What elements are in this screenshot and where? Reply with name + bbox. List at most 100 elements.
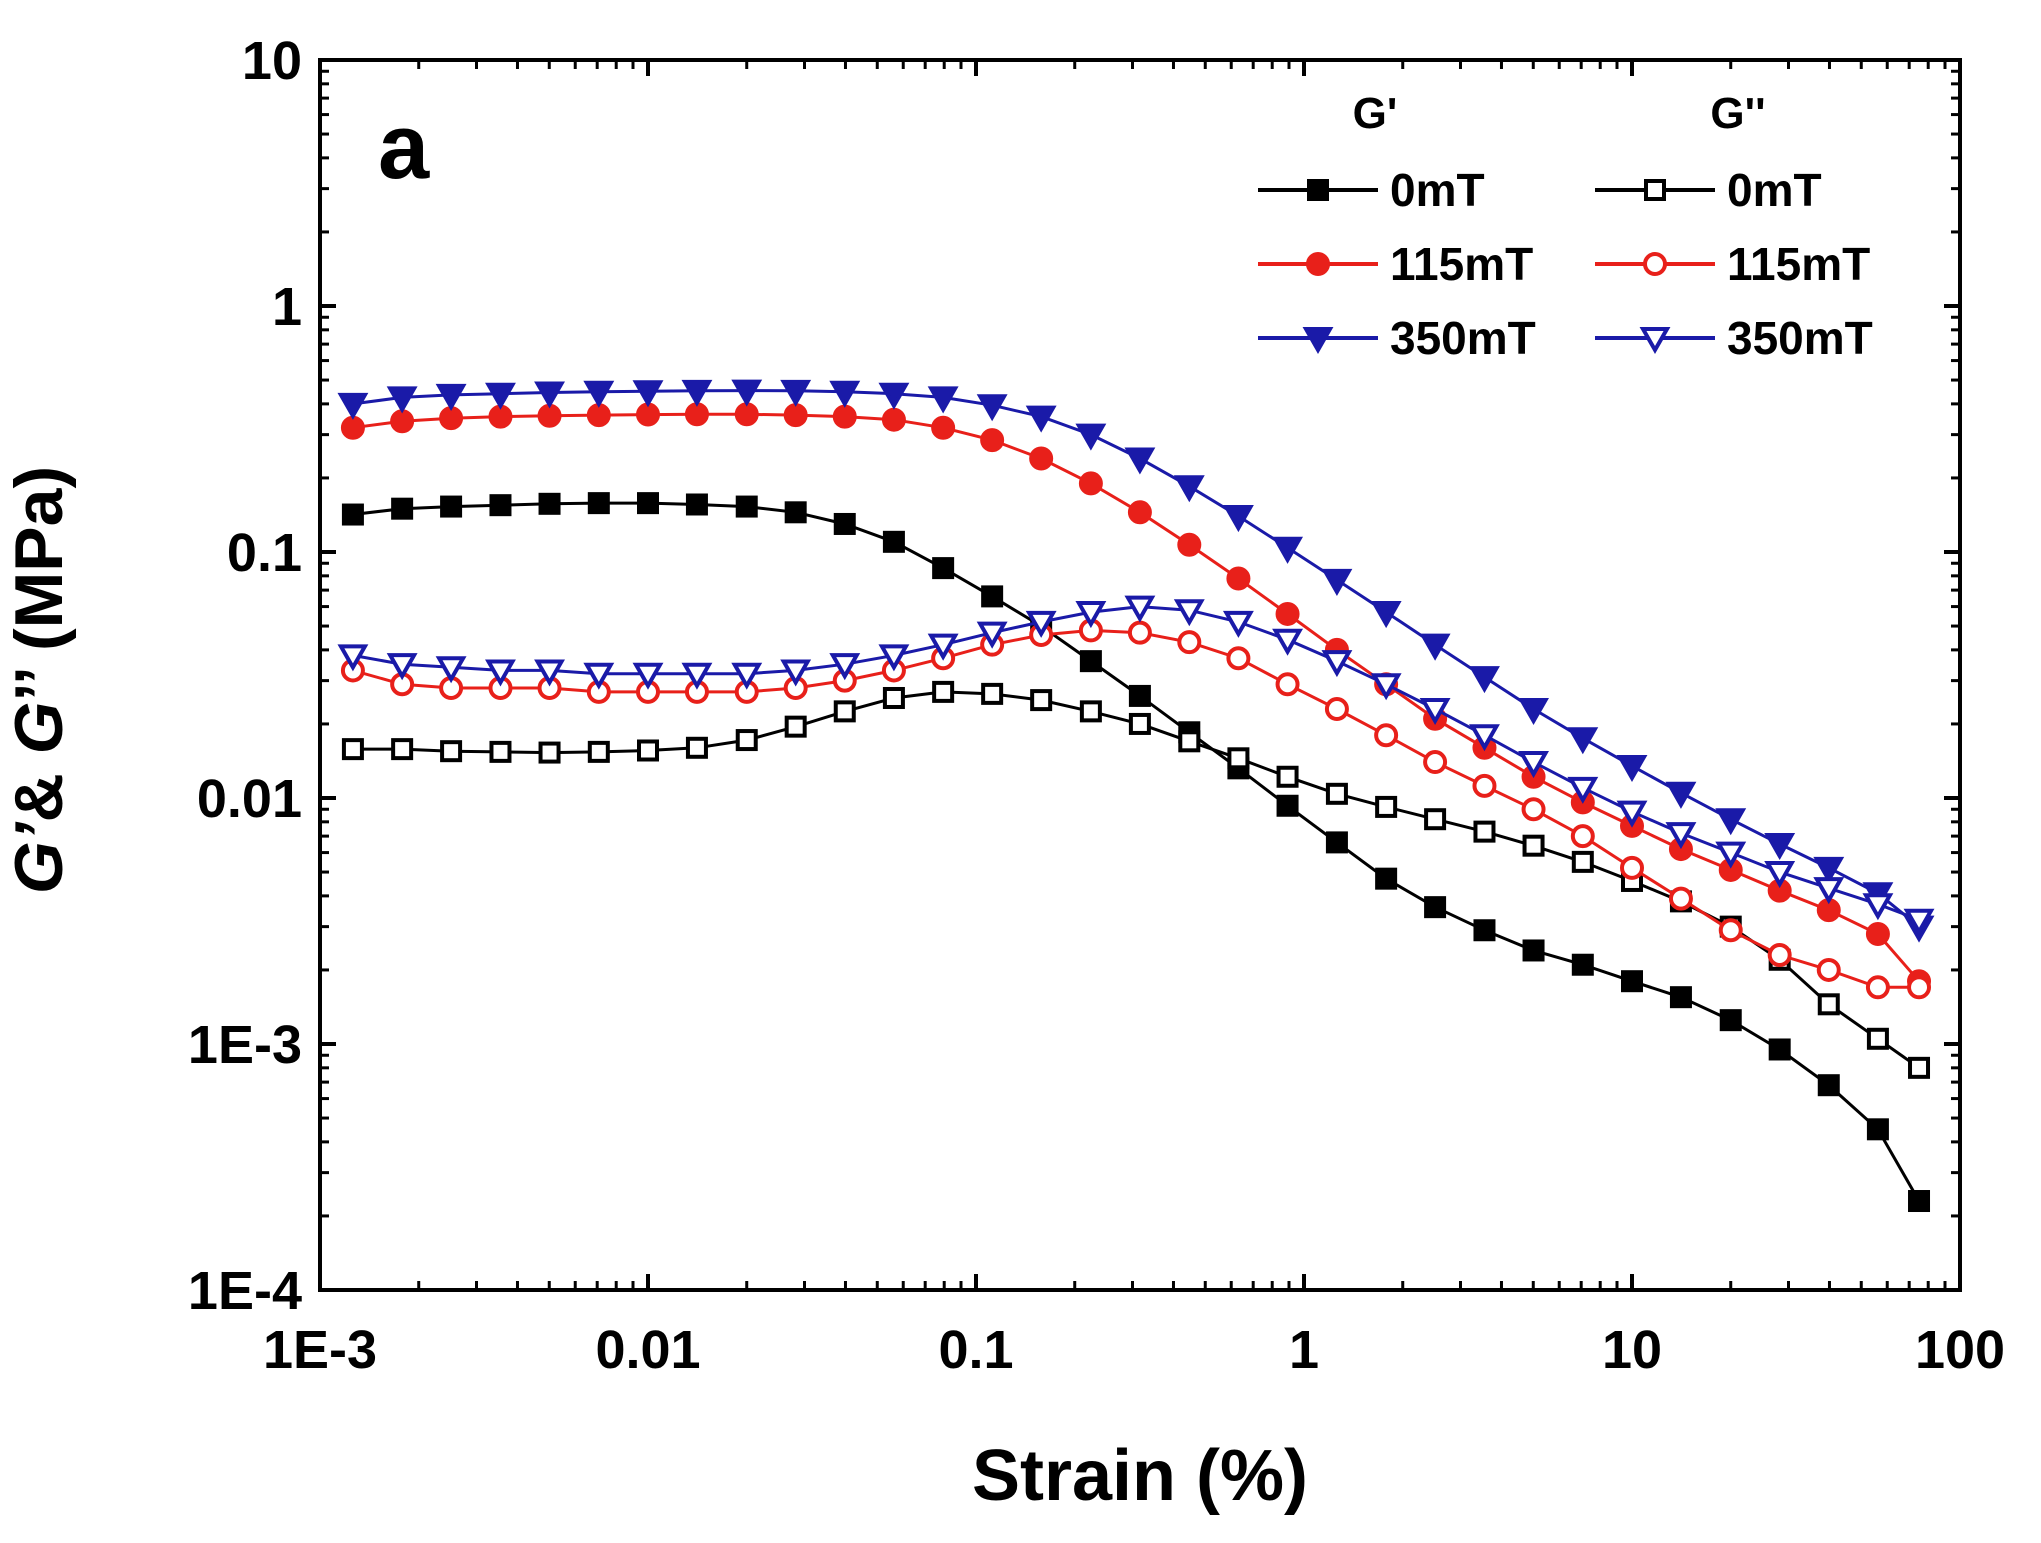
data-point (485, 659, 516, 687)
data-point (735, 729, 758, 752)
legend-marker (1639, 327, 1671, 355)
data-point (681, 379, 713, 407)
data-point (1518, 698, 1549, 726)
data-point (681, 662, 713, 690)
series-storage-0mT (341, 492, 1931, 1213)
data-point (1620, 855, 1644, 880)
y-tick-label: 1E-4 (188, 1261, 302, 1321)
data-point (976, 621, 1008, 649)
data-point (440, 495, 463, 518)
data-point (731, 662, 763, 690)
data-point (340, 415, 365, 440)
data-point (1571, 850, 1594, 873)
data-point (1764, 833, 1796, 861)
plot-frame (318, 58, 1962, 1292)
data-point (632, 380, 664, 408)
data-point (878, 382, 910, 410)
data-point (1272, 628, 1304, 656)
data-point (981, 682, 1004, 705)
data-point (1025, 610, 1057, 638)
data-point (1128, 712, 1151, 735)
data-point (1616, 754, 1648, 782)
y-label-gprime: G’ (1, 821, 77, 894)
data-point (1177, 630, 1202, 655)
data-point (1764, 861, 1796, 889)
data-point (734, 402, 759, 427)
series-storage-115mT (340, 402, 1932, 994)
data-point (1127, 500, 1152, 525)
data-point (1424, 808, 1447, 831)
data-point (391, 738, 414, 761)
data-point (1079, 700, 1102, 723)
data-point (341, 503, 364, 526)
data-point (489, 740, 512, 763)
data-point (832, 404, 857, 429)
legend: G' G'' 0mT 115mT 350mT 0mT 115mT 350mT (1258, 89, 1873, 364)
data-point (1473, 919, 1496, 942)
data-point (1522, 939, 1545, 962)
data-point (685, 736, 708, 759)
data-point (1178, 730, 1201, 753)
data-point (583, 380, 615, 408)
data-point (1173, 599, 1205, 627)
series-loss-350mT (337, 595, 1935, 936)
data-point (636, 402, 660, 427)
data-point (1472, 773, 1497, 798)
data-point (1908, 1056, 1931, 1079)
data-point (1715, 841, 1747, 869)
data-point (1030, 689, 1053, 712)
data-point (1177, 532, 1202, 557)
data-point (927, 633, 959, 661)
legend-item-loss-0mT: 0mT (1595, 164, 1822, 216)
data-point (1816, 957, 1841, 982)
data-point (1419, 633, 1451, 661)
data-point (1127, 620, 1152, 645)
data-point (1469, 666, 1500, 694)
legend-marker (1644, 179, 1666, 201)
data-point (1275, 601, 1300, 626)
data-point (976, 394, 1008, 422)
data-point (1567, 776, 1599, 804)
data-point (1518, 751, 1549, 779)
data-point (1813, 877, 1845, 905)
data-point (1665, 781, 1697, 809)
data-point (1907, 975, 1932, 1000)
data-point (981, 585, 1004, 608)
data-point (534, 381, 565, 409)
data-point (1272, 536, 1304, 564)
data-point (1866, 1118, 1889, 1141)
y-tick-label: 1 (272, 277, 302, 337)
data-point (1469, 724, 1500, 752)
data-point (731, 379, 763, 407)
data-point (538, 492, 561, 515)
data-point (1370, 673, 1402, 701)
data-point (1078, 471, 1103, 496)
data-point (1424, 896, 1447, 919)
data-point (1128, 684, 1151, 707)
data-point (538, 741, 561, 764)
data-point (1226, 566, 1251, 591)
data-point (1521, 797, 1546, 822)
data-point (1865, 921, 1890, 946)
data-point (1668, 886, 1693, 911)
data-point (685, 493, 708, 516)
data-point (1621, 970, 1643, 993)
data-point (1718, 918, 1743, 943)
data-point (1423, 750, 1448, 775)
data-point (1616, 800, 1648, 828)
data-point (1768, 1038, 1791, 1061)
legend-label: 115mT (1390, 238, 1533, 290)
data-point (1570, 824, 1595, 849)
data-point (1817, 993, 1840, 1016)
y-label-amp: & (1, 754, 77, 822)
data-point (1817, 1074, 1840, 1097)
data-point (435, 383, 467, 411)
data-point (632, 662, 664, 690)
data-point (534, 659, 565, 687)
series-line (352, 605, 1920, 922)
legend-title-loss: G'' (1710, 89, 1765, 138)
data-point (1473, 820, 1496, 843)
legend-label: 115mT (1727, 238, 1870, 290)
data-point (780, 659, 812, 687)
data-point (780, 379, 812, 407)
